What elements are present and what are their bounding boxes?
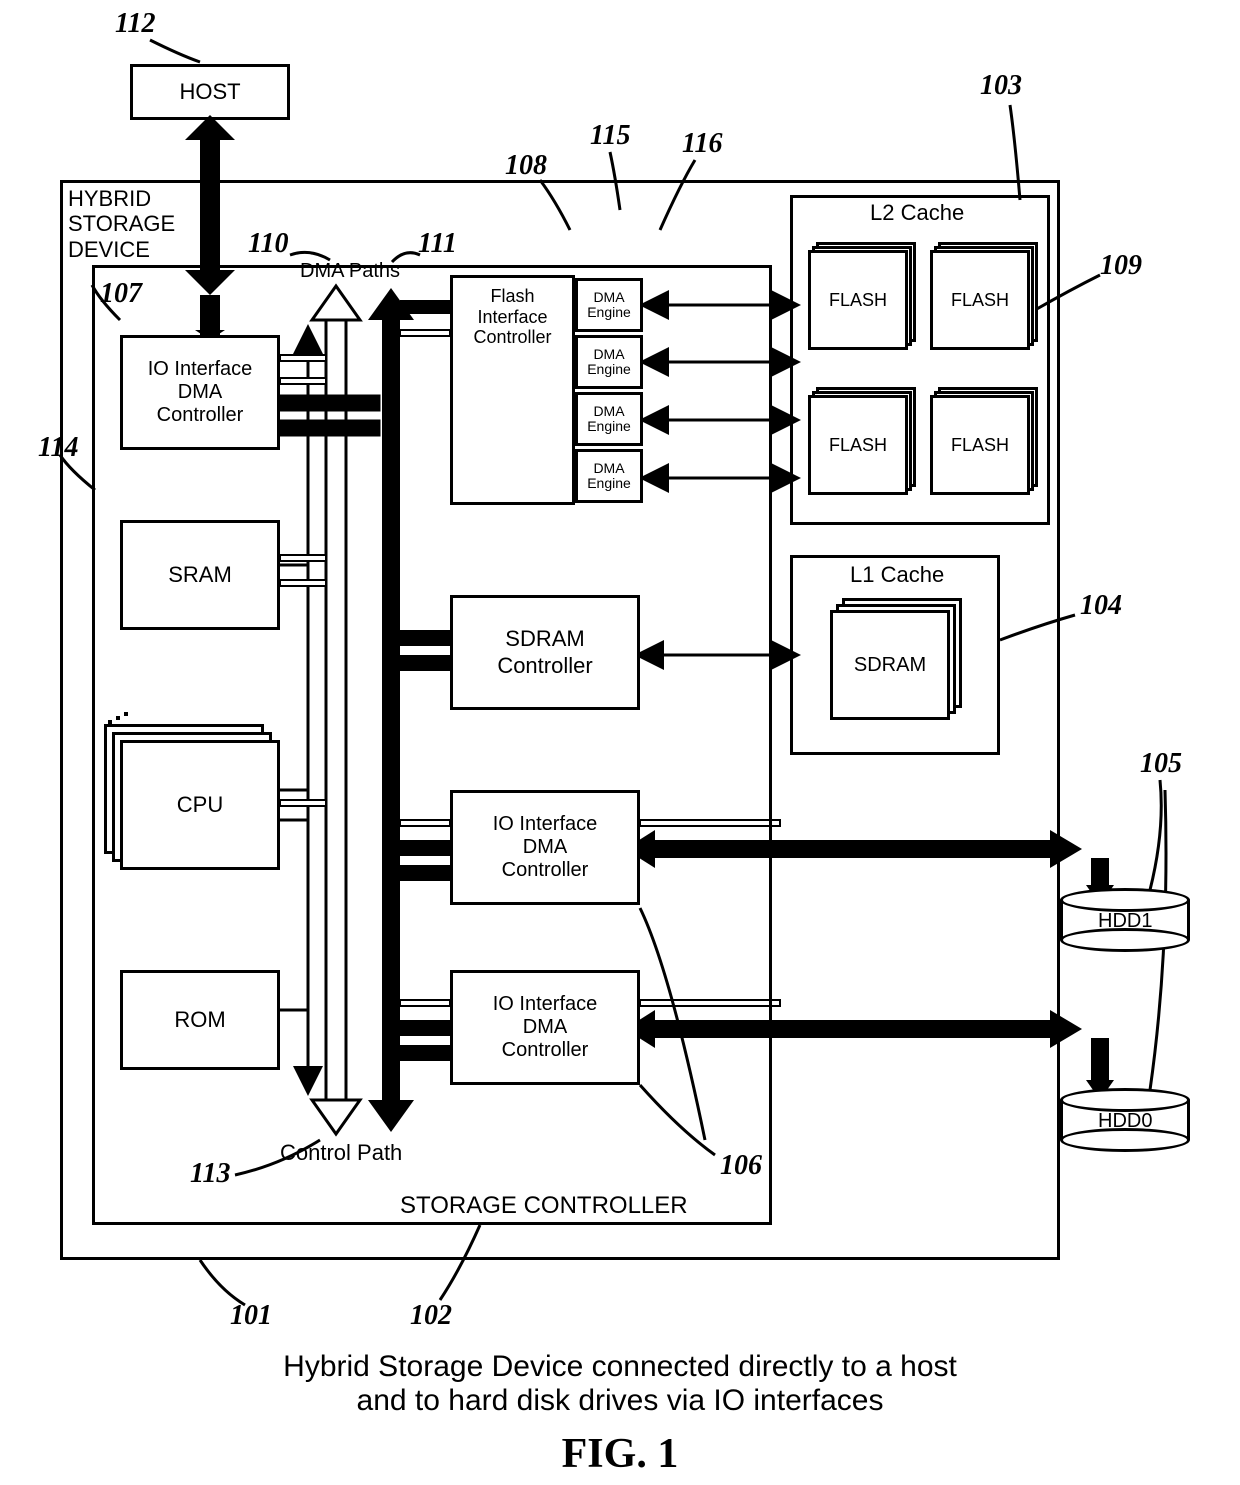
dot	[108, 720, 112, 724]
dma-engine-label-3: DMA Engine	[587, 461, 631, 492]
hdd0: HDD0	[1060, 1090, 1190, 1150]
dma-engine-label-0: DMA Engine	[587, 290, 631, 321]
l1-cache-label: L1 Cache	[850, 562, 944, 588]
dma-engine-label-1: DMA Engine	[587, 347, 631, 378]
flash-label-1: FLASH	[951, 290, 1009, 311]
dma-engine-0: DMA Engine	[575, 278, 643, 332]
flash-stack-0: FLASH	[808, 250, 908, 350]
host-box: HOST	[130, 64, 290, 120]
flash-label-0: FLASH	[829, 290, 887, 311]
ref-108: 108	[505, 150, 547, 182]
dma-engine-1: DMA Engine	[575, 335, 643, 389]
hdd0-label: HDD0	[1098, 1110, 1152, 1133]
sdram-label: SDRAM	[854, 654, 926, 677]
dot	[116, 716, 120, 720]
hybrid-storage-device-label: HYBRID STORAGE DEVICE	[68, 186, 175, 262]
cpu-stack: CPU	[120, 740, 280, 870]
dot	[124, 712, 128, 716]
rom-label: ROM	[174, 1007, 225, 1033]
ref-104: 104	[1080, 590, 1122, 622]
sram-box: SRAM	[120, 520, 280, 630]
ref-116: 116	[682, 128, 722, 160]
sram-label: SRAM	[168, 562, 232, 588]
dma-engine-label-2: DMA Engine	[587, 404, 631, 435]
figure-title: FIG. 1	[0, 1430, 1240, 1478]
rom-box: ROM	[120, 970, 280, 1070]
flash-stack-1: FLASH	[930, 250, 1030, 350]
flash-label-2: FLASH	[829, 435, 887, 456]
ref-113: 113	[190, 1158, 230, 1190]
dma-engine-3: DMA Engine	[575, 449, 643, 503]
dma-paths-label: DMA Paths	[300, 260, 400, 283]
l2-cache-label: L2 Cache	[870, 200, 964, 226]
cpu-label: CPU	[177, 792, 223, 818]
ref-102: 102	[410, 1300, 452, 1332]
sdram-ctrl-label: SDRAM Controller	[497, 626, 592, 679]
ref-107: 107	[100, 278, 142, 310]
flash-stack-2: FLASH	[808, 395, 908, 495]
figure-caption: Hybrid Storage Device connected directly…	[0, 1350, 1240, 1418]
hdd1: HDD1	[1060, 890, 1190, 950]
ref-105: 105	[1140, 748, 1182, 780]
ref-111: 111	[418, 228, 457, 260]
sdram-stack: SDRAM	[830, 610, 950, 720]
dma-engine-2: DMA Engine	[575, 392, 643, 446]
io-dma-mid-label: IO Interface DMA Controller	[493, 813, 598, 882]
flash-label-3: FLASH	[951, 435, 1009, 456]
storage-controller-label: STORAGE CONTROLLER	[400, 1192, 688, 1220]
ref-109: 109	[1100, 250, 1142, 282]
ref-103: 103	[980, 70, 1022, 102]
ref-110: 110	[248, 228, 288, 260]
hdd1-label: HDD1	[1098, 910, 1152, 933]
io-dma-controller-top: IO Interface DMA Controller	[120, 335, 280, 450]
ref-101: 101	[230, 1300, 272, 1332]
io-dma-bot-label: IO Interface DMA Controller	[493, 993, 598, 1062]
ref-115: 115	[590, 120, 630, 152]
io-dma-controller-bot: IO Interface DMA Controller	[450, 970, 640, 1085]
ref-112: 112	[115, 8, 155, 40]
ref-106: 106	[720, 1150, 762, 1182]
sdram-controller: SDRAM Controller	[450, 595, 640, 710]
flash-interface-controller: Flash Interface Controller	[450, 275, 575, 505]
ref-114: 114	[38, 432, 78, 464]
flash-ctrl-label: Flash Interface Controller	[473, 286, 551, 348]
flash-stack-3: FLASH	[930, 395, 1030, 495]
io-dma-controller-mid: IO Interface DMA Controller	[450, 790, 640, 905]
io-dma-top-label: IO Interface DMA Controller	[148, 358, 253, 427]
host-label: HOST	[179, 79, 240, 105]
control-path-label: Control Path	[280, 1140, 402, 1166]
